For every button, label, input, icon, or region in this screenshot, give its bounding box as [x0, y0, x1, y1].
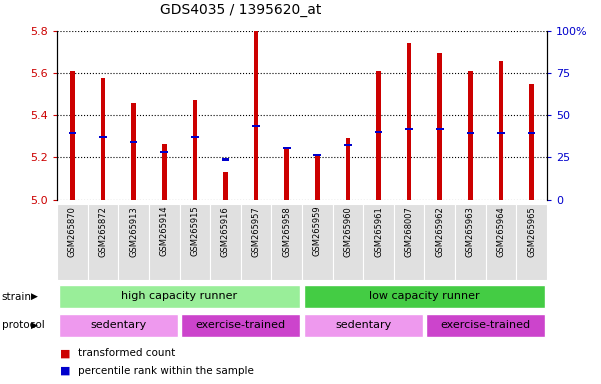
Text: GSM265963: GSM265963 [466, 206, 475, 257]
Bar [101, 78, 105, 200]
Bar [344, 144, 352, 146]
Bar [252, 125, 260, 127]
Text: ■: ■ [60, 366, 70, 376]
Text: high capacity runner: high capacity runner [121, 291, 237, 301]
Text: GSM268007: GSM268007 [404, 206, 413, 257]
Bar [69, 132, 76, 134]
Bar [332, 204, 363, 280]
Bar [222, 159, 230, 161]
Bar [162, 144, 166, 200]
Bar [210, 204, 241, 280]
Bar [363, 204, 394, 280]
Bar [346, 138, 350, 200]
Text: exercise-trained: exercise-trained [196, 320, 286, 330]
Bar [59, 285, 300, 308]
Bar [192, 101, 197, 200]
Bar [468, 71, 472, 200]
Text: GSM265960: GSM265960 [343, 206, 352, 257]
Bar [455, 204, 486, 280]
Text: sedentary: sedentary [335, 320, 391, 330]
Bar [272, 204, 302, 280]
Bar [516, 204, 547, 280]
Bar [191, 136, 199, 138]
Bar [223, 172, 228, 200]
Bar [376, 71, 381, 200]
Text: protocol: protocol [2, 320, 44, 331]
Bar [254, 31, 258, 200]
Text: GSM265959: GSM265959 [313, 206, 322, 257]
Text: GSM265870: GSM265870 [68, 206, 77, 257]
Bar [314, 154, 321, 156]
Bar [302, 204, 332, 280]
Text: transformed count: transformed count [78, 348, 175, 358]
Text: low capacity runner: low capacity runner [369, 291, 480, 301]
Text: strain: strain [2, 291, 32, 302]
Bar [70, 71, 75, 200]
Text: GSM265914: GSM265914 [160, 206, 169, 257]
Bar [180, 204, 210, 280]
Bar [436, 128, 444, 130]
Text: GSM265964: GSM265964 [496, 206, 505, 257]
Bar [57, 204, 88, 280]
Bar [304, 314, 423, 337]
Text: GSM265958: GSM265958 [282, 206, 291, 257]
Bar [149, 204, 180, 280]
Text: GSM265961: GSM265961 [374, 206, 383, 257]
Bar [497, 132, 505, 134]
Bar [181, 314, 300, 337]
Bar [88, 204, 118, 280]
Bar [529, 84, 534, 200]
Text: GSM265916: GSM265916 [221, 206, 230, 257]
Bar [241, 204, 272, 280]
Text: GSM265915: GSM265915 [191, 206, 200, 257]
Bar [426, 314, 545, 337]
Bar [132, 103, 136, 200]
Text: ▶: ▶ [31, 292, 38, 301]
Text: GSM265962: GSM265962 [435, 206, 444, 257]
Bar [407, 43, 412, 200]
Text: exercise-trained: exercise-trained [441, 320, 531, 330]
Text: GSM265872: GSM265872 [99, 206, 108, 257]
Bar [528, 132, 535, 134]
Bar [304, 285, 545, 308]
Bar [284, 148, 289, 200]
Text: GSM265965: GSM265965 [527, 206, 536, 257]
Text: GSM265913: GSM265913 [129, 206, 138, 257]
Bar [486, 204, 516, 280]
Text: ▶: ▶ [31, 321, 38, 330]
Bar [118, 204, 149, 280]
Bar [283, 147, 290, 149]
Bar [130, 141, 138, 142]
Bar [59, 314, 178, 337]
Bar [315, 155, 320, 200]
Text: GSM265957: GSM265957 [252, 206, 261, 257]
Bar [499, 61, 503, 200]
Bar [374, 131, 382, 133]
Bar [405, 128, 413, 130]
Bar [160, 151, 168, 153]
Text: sedentary: sedentary [90, 320, 147, 330]
Bar [394, 204, 424, 280]
Bar [424, 204, 455, 280]
Bar [99, 136, 107, 138]
Text: percentile rank within the sample: percentile rank within the sample [78, 366, 254, 376]
Text: GDS4035 / 1395620_at: GDS4035 / 1395620_at [160, 3, 321, 17]
Bar [466, 132, 474, 134]
Text: ■: ■ [60, 348, 70, 358]
Bar [438, 53, 442, 200]
